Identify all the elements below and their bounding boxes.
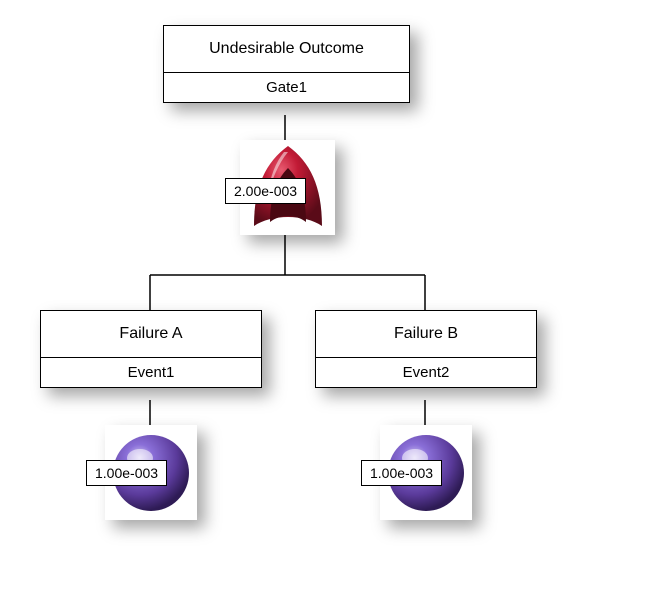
event2-sub: Event2 bbox=[316, 358, 536, 387]
event2-node: Failure B Event2 bbox=[315, 310, 537, 388]
event1-probability: 1.00e-003 bbox=[86, 460, 167, 486]
event1-sub: Event1 bbox=[41, 358, 261, 387]
top-event-title: Undesirable Outcome bbox=[164, 26, 409, 73]
event1-node: Failure A Event1 bbox=[40, 310, 262, 388]
event1-title: Failure A bbox=[41, 311, 261, 358]
top-event-node: Undesirable Outcome Gate1 bbox=[163, 25, 410, 103]
event2-probability: 1.00e-003 bbox=[361, 460, 442, 486]
event2-title: Failure B bbox=[316, 311, 536, 358]
top-event-sub: Gate1 bbox=[164, 73, 409, 102]
gate-probability: 2.00e-003 bbox=[225, 178, 306, 204]
